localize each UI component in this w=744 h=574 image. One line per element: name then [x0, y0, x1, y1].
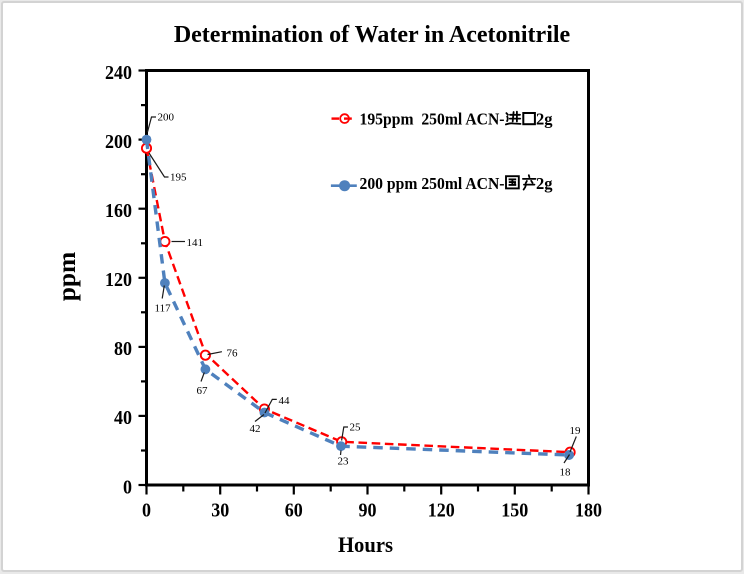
svg-text:42: 42 — [250, 423, 261, 435]
svg-text:30: 30 — [211, 499, 229, 521]
svg-text:19: 19 — [570, 425, 582, 437]
svg-text:195: 195 — [170, 172, 187, 184]
svg-text:200 ppm 250ml ACN-: 200 ppm 250ml ACN- — [360, 174, 505, 193]
svg-text:ppm: ppm — [54, 252, 81, 302]
svg-text:117: 117 — [155, 303, 172, 315]
svg-text:120: 120 — [428, 499, 455, 521]
svg-text:Determination of Water in Acet: Determination of Water in Acetonitrile — [174, 22, 571, 48]
svg-text:67: 67 — [197, 385, 209, 397]
svg-text:240: 240 — [105, 62, 132, 84]
svg-text:150: 150 — [501, 499, 528, 521]
svg-text:0: 0 — [123, 476, 132, 498]
svg-text:Hours: Hours — [338, 532, 393, 557]
svg-text:80: 80 — [114, 338, 132, 360]
svg-text:141: 141 — [187, 237, 204, 249]
svg-text:18: 18 — [560, 467, 572, 479]
svg-text:44: 44 — [279, 395, 291, 407]
svg-text:23: 23 — [338, 456, 350, 468]
svg-text:2g: 2g — [536, 174, 553, 193]
svg-text:90: 90 — [359, 499, 377, 521]
svg-text:200: 200 — [105, 131, 132, 153]
svg-text:2g: 2g — [536, 110, 553, 129]
svg-text:180: 180 — [575, 499, 602, 521]
svg-text:200: 200 — [158, 112, 175, 124]
svg-text:76: 76 — [227, 348, 239, 360]
svg-text:120: 120 — [105, 269, 132, 291]
svg-text:40: 40 — [114, 407, 132, 429]
svg-text:160: 160 — [105, 200, 132, 222]
svg-text:195ppm 250ml ACN-: 195ppm 250ml ACN- — [360, 110, 505, 129]
svg-text:0: 0 — [142, 499, 151, 521]
svg-text:25: 25 — [350, 422, 362, 434]
svg-text:60: 60 — [285, 499, 303, 521]
